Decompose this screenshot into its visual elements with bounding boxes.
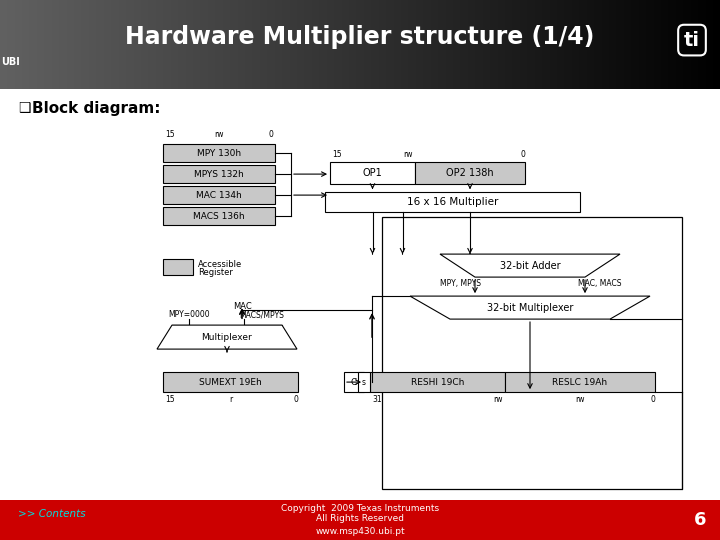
- Text: Hardware Multiplier structure (1/4): Hardware Multiplier structure (1/4): [125, 25, 595, 50]
- Text: C: C: [351, 377, 357, 387]
- Text: RESHI 19Ch: RESHI 19Ch: [411, 377, 464, 387]
- Text: MACS/MPYS: MACS/MPYS: [240, 310, 284, 319]
- FancyBboxPatch shape: [505, 372, 655, 392]
- Text: All Rights Reserved: All Rights Reserved: [316, 515, 404, 523]
- Text: Copyright  2009 Texas Instruments: Copyright 2009 Texas Instruments: [281, 504, 439, 513]
- Polygon shape: [440, 254, 620, 277]
- Text: MACS 136h: MACS 136h: [193, 212, 245, 221]
- FancyBboxPatch shape: [344, 372, 364, 392]
- FancyBboxPatch shape: [382, 217, 682, 489]
- Text: UBI: UBI: [1, 57, 20, 67]
- Text: Register: Register: [198, 268, 233, 276]
- Text: 0: 0: [520, 150, 525, 159]
- FancyBboxPatch shape: [415, 162, 525, 184]
- FancyBboxPatch shape: [330, 162, 415, 184]
- Text: 31: 31: [372, 395, 382, 404]
- FancyBboxPatch shape: [163, 165, 275, 183]
- FancyBboxPatch shape: [163, 259, 193, 275]
- Text: MPY, MPYS: MPY, MPYS: [439, 279, 480, 288]
- Text: rw: rw: [493, 395, 503, 404]
- Text: MAC 134h: MAC 134h: [196, 191, 242, 200]
- Text: ❑: ❑: [18, 101, 30, 115]
- Text: MAC, MACS: MAC, MACS: [578, 279, 622, 288]
- FancyBboxPatch shape: [163, 207, 275, 225]
- FancyBboxPatch shape: [163, 186, 275, 204]
- Text: 15: 15: [332, 150, 341, 159]
- Text: 15: 15: [165, 395, 175, 404]
- Text: 32-bit Multiplexer: 32-bit Multiplexer: [487, 302, 573, 313]
- FancyBboxPatch shape: [358, 372, 370, 392]
- Text: 6: 6: [693, 511, 706, 529]
- Text: Accessible: Accessible: [198, 260, 242, 268]
- Text: 15: 15: [165, 130, 175, 139]
- Text: MPY 130h: MPY 130h: [197, 148, 241, 158]
- Text: MPYS 132h: MPYS 132h: [194, 170, 244, 179]
- Text: s: s: [362, 377, 366, 387]
- FancyBboxPatch shape: [163, 144, 275, 162]
- Text: 32-bit Adder: 32-bit Adder: [500, 261, 560, 271]
- Text: 16 x 16 Multiplier: 16 x 16 Multiplier: [407, 197, 498, 207]
- Text: r: r: [229, 395, 232, 404]
- FancyBboxPatch shape: [325, 192, 580, 212]
- Text: rw: rw: [215, 130, 224, 139]
- Text: OP2 138h: OP2 138h: [446, 168, 494, 178]
- Text: MAC: MAC: [233, 302, 251, 311]
- Polygon shape: [157, 325, 297, 349]
- Text: OP1: OP1: [363, 168, 382, 178]
- Text: >> Contents: >> Contents: [18, 509, 86, 519]
- Text: rw: rw: [575, 395, 585, 404]
- FancyBboxPatch shape: [370, 372, 505, 392]
- Text: 0: 0: [650, 395, 655, 404]
- Text: Block diagram:: Block diagram:: [32, 101, 161, 116]
- Text: rw: rw: [403, 150, 413, 159]
- Text: ti: ti: [684, 31, 700, 50]
- Polygon shape: [410, 296, 650, 319]
- Text: 0: 0: [268, 130, 273, 139]
- Text: MPY=0000: MPY=0000: [168, 310, 210, 319]
- Text: Multiplexer: Multiplexer: [202, 333, 253, 342]
- Text: SUMEXT 19Eh: SUMEXT 19Eh: [199, 377, 262, 387]
- Text: www.msp430.ubi.pt: www.msp430.ubi.pt: [315, 526, 405, 536]
- Text: 0: 0: [293, 395, 298, 404]
- FancyBboxPatch shape: [163, 372, 298, 392]
- Text: RESLC 19Ah: RESLC 19Ah: [552, 377, 608, 387]
